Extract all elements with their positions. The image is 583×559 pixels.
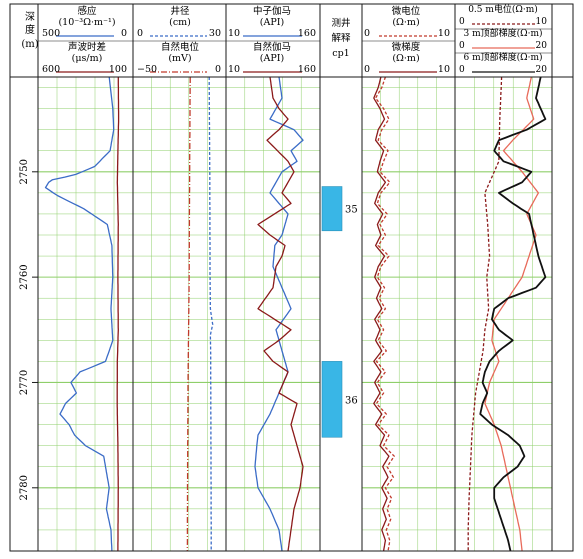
track1-top-max: 0 — [121, 28, 127, 39]
curve-1 — [44, 76, 115, 552]
track2-top-min: 0 — [137, 28, 143, 39]
depth-label-1: 深 — [25, 11, 35, 23]
chart-frame — [9, 3, 574, 552]
depth-label-3: (m) — [21, 39, 38, 50]
depth-tick-label: 2760 — [19, 264, 30, 289]
interp-label-3: cp1 — [332, 48, 349, 59]
track2-top-unit: (cm) — [169, 17, 191, 28]
track1-bottom-min: 600 — [42, 64, 60, 75]
track3-header: 中子伽马 (API) 10 160 自然伽马 (API) 10 160 — [228, 5, 316, 75]
track5-bottom-min: 0 — [364, 64, 370, 75]
curve-10 — [484, 76, 540, 552]
track2-bottom-unit: (mV) — [168, 53, 191, 64]
frame-layer — [9, 3, 574, 552]
track3-bottom-unit: (API) — [260, 53, 284, 64]
track3-top-name: 中子伽马 — [253, 5, 291, 17]
track1-header: 感应 (10⁻³Ω·m⁻¹) 500 0 声波时差 (μs/m) 600 100 — [42, 5, 127, 75]
track6-c3-min: 0 — [459, 65, 465, 75]
track6-c2-max: 20 — [536, 41, 548, 51]
track5-header: 微电位 (Ω·m) 0 10 微梯度 (Ω·m) 0 10 — [364, 5, 450, 75]
depth-axis: 2750 2760 2770 2780 — [19, 159, 30, 500]
interp-layer-label: 35 — [345, 205, 358, 216]
track5-bottom-unit: (Ω·m) — [392, 53, 419, 64]
track3-bottom-max: 160 — [298, 64, 316, 75]
track6-c2-min: 0 — [459, 41, 465, 51]
track1-bottom-max: 100 — [109, 64, 127, 75]
track3-top-unit: (API) — [260, 17, 284, 28]
track5-bottom-max: 10 — [438, 64, 450, 75]
track5-top-max: 10 — [438, 28, 450, 39]
track2-bottom-max: 0 — [215, 64, 221, 75]
track1-top-name: 感应 — [77, 5, 97, 17]
track6-c3-max: 20 — [536, 65, 548, 75]
track5-top-unit: (Ω·m) — [392, 17, 419, 28]
track2-top-max: 30 — [209, 28, 221, 39]
track5-bottom-name: 微梯度 — [392, 41, 421, 53]
track6-c3-name: 6 m顶部梯度(Ω·m) — [463, 51, 542, 63]
curve-4 — [186, 77, 191, 551]
track3-bottom-min: 10 — [228, 64, 240, 75]
track1-bottom-name: 声波时差 — [68, 41, 106, 53]
track2-top-name: 井径 — [170, 5, 190, 17]
track6-c2-name: 3 m顶部梯度(Ω·m) — [463, 27, 542, 39]
curve-2 — [116, 77, 120, 551]
curve-8 — [373, 76, 390, 552]
curve-9 — [467, 76, 503, 551]
track5-top-min: 0 — [364, 28, 370, 39]
track6-c1-max: 10 — [536, 17, 548, 27]
curve-5 — [254, 76, 304, 552]
track3-top-max: 160 — [298, 28, 316, 39]
interp-layer-block — [321, 361, 343, 438]
track2-bottom-name: 自然电位 — [161, 41, 200, 53]
interp-header: 测井 解释 cp1 — [331, 17, 351, 59]
curve-7 — [374, 76, 395, 552]
curve-11 — [479, 76, 547, 552]
interp-labels: 35 36 — [345, 205, 358, 407]
grid-layer — [38, 77, 552, 552]
track6-header: 0.5 m电位(Ω·m) 0 10 3 m顶部梯度(Ω·m) 0 20 6 m顶… — [459, 3, 547, 75]
depth-tick-label: 2750 — [19, 159, 30, 184]
interp-layer-block — [321, 186, 343, 232]
curve-6 — [257, 76, 304, 552]
interp-layer-label: 36 — [345, 395, 358, 406]
track1-top-min: 500 — [42, 28, 60, 39]
track6-c1-name: 0.5 m电位(Ω·m) — [468, 3, 538, 15]
curves-layer — [44, 76, 547, 552]
curve-3 — [208, 77, 214, 551]
track1-bottom-unit: (μs/m) — [72, 53, 103, 64]
depth-tick-label: 2770 — [19, 370, 30, 395]
track3-bottom-name: 自然伽马 — [253, 41, 291, 53]
track3-top-min: 10 — [228, 28, 240, 39]
track1-top-unit: (10⁻³Ω·m⁻¹) — [58, 17, 115, 28]
track2-header: 井径 (cm) 0 30 自然电位 (mV) −50 0 — [137, 5, 221, 75]
track5-top-name: 微电位 — [392, 5, 421, 17]
depth-label-2: 度 — [25, 23, 35, 36]
interp-label-1: 测井 — [331, 17, 350, 29]
depth-header: 深 度 (m) — [21, 11, 38, 50]
depth-tick-label: 2780 — [19, 475, 30, 500]
track2-bottom-min: −50 — [137, 64, 157, 75]
interp-label-2: 解释 — [331, 32, 351, 44]
track6-c1-min: 0 — [459, 17, 465, 27]
